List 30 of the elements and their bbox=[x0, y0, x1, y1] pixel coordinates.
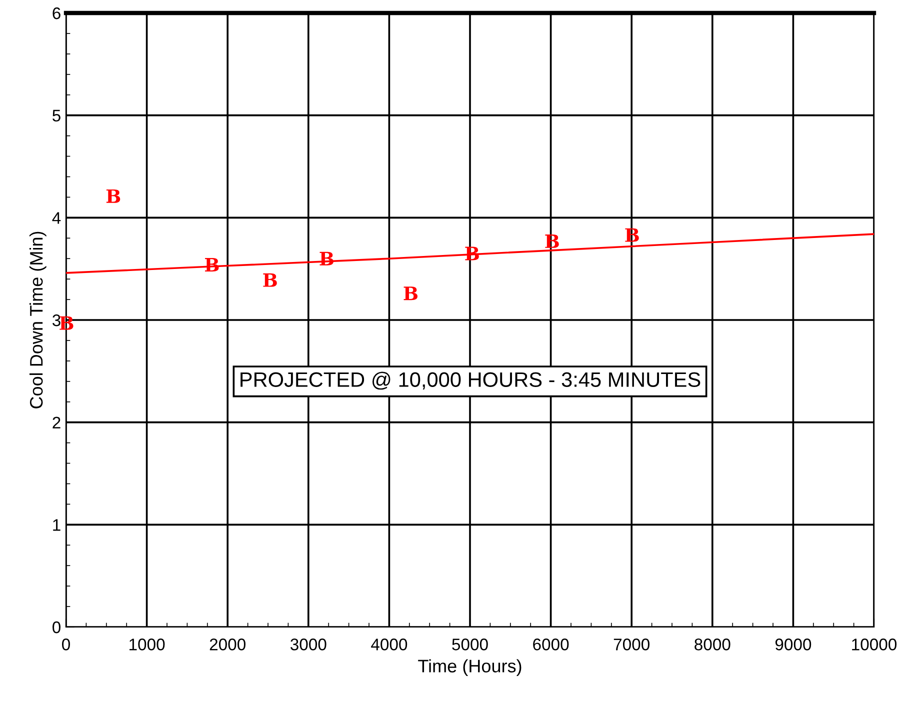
x-tick-label: 0 bbox=[62, 638, 70, 650]
point bbox=[263, 273, 277, 287]
point bbox=[205, 258, 219, 272]
x-tick-label: 8000 bbox=[694, 638, 730, 650]
y-tick-label: 5 bbox=[52, 110, 60, 122]
y-tick-label: 0 bbox=[52, 621, 60, 634]
y-tick-label: 2 bbox=[52, 416, 60, 428]
y-tick-label: 1 bbox=[53, 519, 60, 531]
y-tick-label: 6 bbox=[52, 7, 60, 20]
point bbox=[545, 234, 559, 248]
x-tick-label: 10000 bbox=[852, 638, 897, 650]
annotation: PROJECTED @ 10,000 HOURS - 3:45 MINUTES bbox=[240, 372, 700, 390]
y-axis-title: Cool Down Time (Min) bbox=[29, 232, 46, 408]
point bbox=[320, 252, 334, 266]
point bbox=[106, 189, 120, 203]
y-tick-label: 4 bbox=[52, 212, 61, 224]
x-tick-label: 6000 bbox=[533, 638, 569, 650]
x-tick-label: 7000 bbox=[614, 638, 650, 650]
point bbox=[465, 246, 479, 260]
x-axis-title: Time (Hours) bbox=[418, 659, 522, 676]
x-tick-label: 9000 bbox=[775, 638, 812, 650]
x-tick-label: 3000 bbox=[290, 638, 326, 650]
point bbox=[625, 228, 639, 242]
x-tick-label: 5000 bbox=[452, 638, 488, 650]
y-tick-label: 3 bbox=[52, 314, 60, 326]
x-tick-label: 2000 bbox=[210, 638, 246, 650]
point bbox=[404, 286, 418, 300]
x-tick-label: 1000 bbox=[130, 638, 165, 650]
x-tick-label: 4000 bbox=[371, 638, 408, 650]
line-series bbox=[66, 233, 874, 274]
